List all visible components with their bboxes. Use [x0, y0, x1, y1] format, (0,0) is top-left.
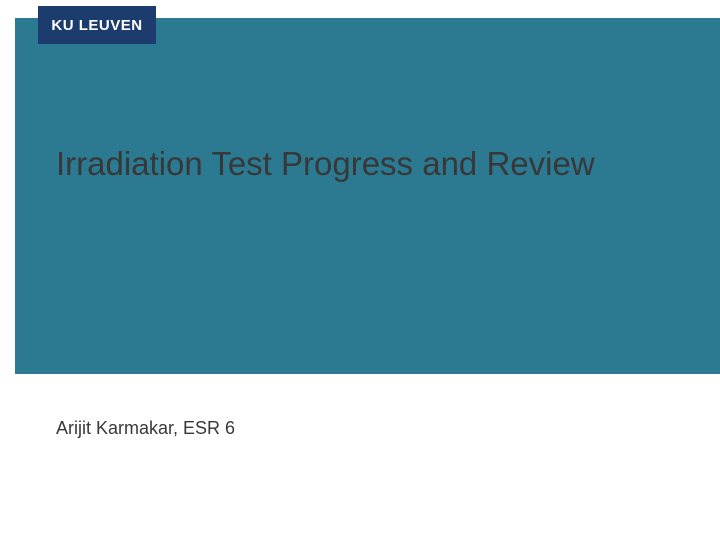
author-area: Arijit Karmakar, ESR 6 [56, 418, 235, 439]
author-name: Arijit Karmakar, ESR 6 [56, 418, 235, 439]
slide: KU LEUVEN Irradiation Test Progress and … [0, 0, 720, 540]
header-band [15, 18, 720, 374]
logo-text: KU LEUVEN [51, 17, 142, 34]
title-area: Irradiation Test Progress and Review [56, 144, 616, 184]
slide-title: Irradiation Test Progress and Review [56, 144, 616, 184]
logo-box: KU LEUVEN [38, 6, 156, 44]
